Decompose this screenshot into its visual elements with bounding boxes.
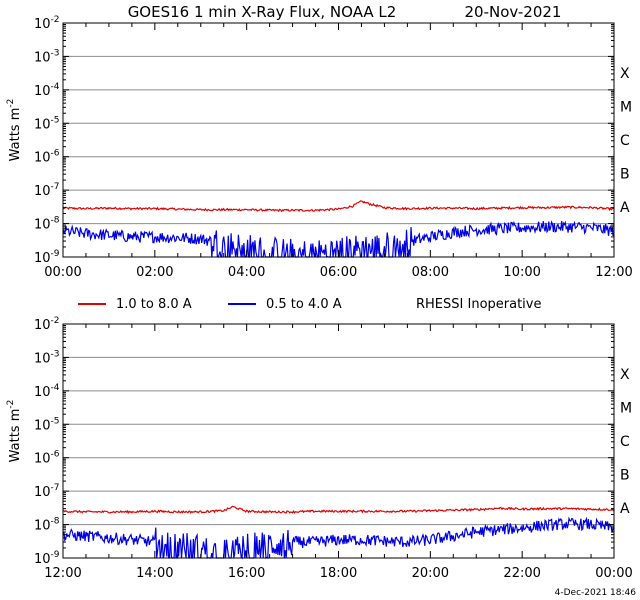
bottom-panel-grid [63, 356, 614, 526]
x-tick-label: 08:00 [412, 265, 449, 280]
chart-date: 20-Nov-2021 [465, 3, 562, 21]
flare-class-c: C [620, 133, 630, 149]
flare-class-b: B [620, 166, 630, 182]
flare-class-x: X [620, 367, 630, 383]
top-panel-series [62, 200, 615, 259]
series-long-wavelength [62, 505, 615, 515]
legend: 1.0 to 8.0 A 0.5 to 4.0 A RHESSI Inopera… [78, 297, 541, 312]
x-tick-label: 10:00 [503, 265, 540, 280]
y-tick-label: 10-5 [34, 115, 60, 132]
bottom-panel-frame [62, 323, 615, 559]
x-tick-label: 04:00 [228, 265, 265, 280]
y-tick-label: 10-8 [34, 517, 60, 534]
x-tick-label: 18:00 [320, 566, 357, 581]
y-tick-label: 10-3 [34, 48, 60, 65]
top-panel-y-label: Watts m-2 [6, 99, 23, 162]
legend-short-label: 0.5 to 4.0 A [266, 297, 342, 312]
bottom-panel-flare-classes: A B C M X [620, 367, 632, 517]
y-tick-label: 10-8 [34, 216, 60, 233]
top-panel-x-ticks: 00:00 02:00 04:00 06:00 08:00 10:00 12:00 [44, 23, 633, 280]
bottom-panel-y-label: Watts m-2 [6, 400, 23, 463]
y-tick-label: 10-2 [34, 15, 60, 32]
top-panel-flare-classes: A B C M X [620, 66, 632, 216]
y-tick-label: 10-9 [34, 550, 60, 567]
x-tick-label: 06:00 [320, 265, 357, 280]
x-tick-label: 20:00 [412, 566, 449, 581]
x-tick-label: 16:00 [228, 566, 265, 581]
series-short-wavelength [62, 516, 615, 560]
legend-long-label: 1.0 to 8.0 A [116, 297, 192, 312]
bottom-panel-x-ticks: 12:00 14:00 16:00 18:00 20:00 22:00 00:00 [44, 324, 633, 581]
y-tick-label: 10-4 [34, 82, 60, 99]
chart-title: GOES16 1 min X-Ray Flux, NOAA L2 [128, 3, 397, 21]
y-tick-label: 10-7 [34, 483, 60, 500]
x-tick-label: 12:00 [595, 265, 632, 280]
top-panel-00-12: 10-9 10-8 10-7 10-6 10-5 10-4 10-3 10-2 00:00 02… [6, 15, 633, 280]
y-tick-label: 10-6 [34, 450, 60, 467]
x-tick-label: 22:00 [503, 566, 540, 581]
bottom-panel-series [62, 505, 615, 560]
y-tick-label: 10-6 [34, 149, 60, 166]
flare-class-c: C [620, 434, 630, 450]
y-tick-label: 10-9 [34, 249, 60, 266]
flare-class-x: X [620, 66, 630, 82]
top-panel-grid [63, 55, 614, 225]
series-long-wavelength [62, 200, 615, 213]
y-tick-label: 10-7 [34, 182, 60, 199]
x-tick-label: 00:00 [595, 566, 632, 581]
x-tick-label: 12:00 [44, 566, 81, 581]
top-panel-y-ticks: 10-9 10-8 10-7 10-6 10-5 10-4 10-3 10-2 [34, 15, 614, 266]
x-tick-label: 14:00 [136, 566, 173, 581]
y-tick-label: 10-4 [34, 383, 60, 400]
y-tick-label: 10-3 [34, 349, 60, 366]
x-tick-label: 00:00 [44, 265, 81, 280]
flare-class-m: M [620, 401, 632, 417]
y-tick-label: 10-5 [34, 416, 60, 433]
bottom-panel-y-ticks: 10-9 10-8 10-7 10-6 10-5 10-4 10-3 10-2 [34, 316, 614, 567]
figure-header: GOES16 1 min X-Ray Flux, NOAA L2 20-Nov-… [128, 3, 562, 21]
y-tick-label: 10-2 [34, 316, 60, 333]
x-tick-label: 02:00 [136, 265, 173, 280]
flare-class-a: A [620, 501, 630, 517]
bottom-panel-12-24: 10-9 10-8 10-7 10-6 10-5 10-4 10-3 10-2 12:00 14… [6, 316, 633, 581]
footer-timestamp: 4-Dec-2021 18:46 [555, 588, 637, 598]
flare-class-b: B [620, 467, 630, 483]
flare-class-m: M [620, 100, 632, 116]
rhessi-status-note: RHESSI Inoperative [416, 297, 541, 312]
top-panel-frame [62, 22, 615, 258]
flare-class-a: A [620, 200, 630, 216]
